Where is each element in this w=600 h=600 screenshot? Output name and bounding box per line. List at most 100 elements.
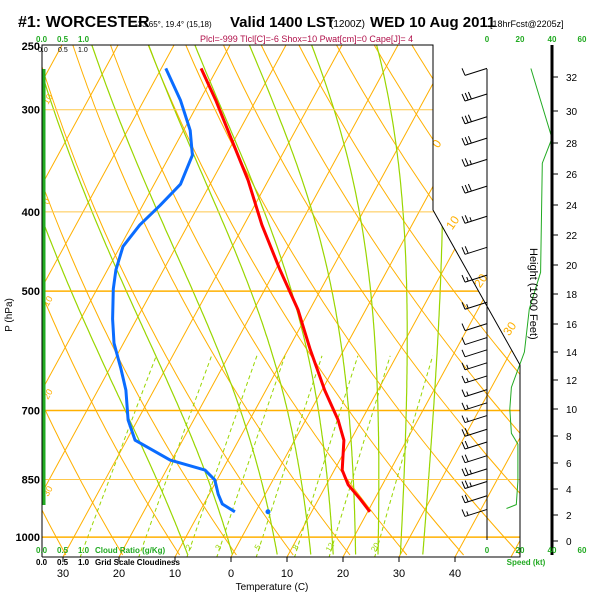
wind-barb bbox=[461, 375, 488, 384]
height-tick-label: 24 bbox=[566, 201, 578, 212]
wind-barb bbox=[461, 274, 488, 283]
plot-frame bbox=[41, 44, 554, 558]
dry-adiabat-line bbox=[185, 45, 520, 556]
height-tick-label: 14 bbox=[566, 348, 578, 359]
dry-adiabat-line bbox=[373, 45, 520, 556]
wind-speed-line bbox=[506, 68, 553, 509]
height-tick-label: 22 bbox=[566, 231, 578, 242]
svg-text:60: 60 bbox=[578, 35, 587, 44]
svg-text:1.0: 1.0 bbox=[78, 546, 90, 555]
temperature-tick-label: 10 bbox=[281, 568, 293, 580]
isotherm-line bbox=[118, 45, 399, 557]
mixing-ratio-label: 8 bbox=[291, 543, 301, 552]
svg-text:0.5: 0.5 bbox=[57, 546, 69, 555]
dry-adiabat-line bbox=[42, 45, 294, 556]
svg-text:1.0: 1.0 bbox=[78, 35, 90, 44]
moist-adiabat-line bbox=[42, 45, 233, 555]
background-grid bbox=[42, 45, 520, 557]
mixing-ratio-line bbox=[186, 355, 258, 557]
mixing-ratio-line bbox=[138, 355, 213, 557]
temperature-tick-label: 20 bbox=[337, 568, 349, 580]
wind-barb bbox=[461, 337, 488, 346]
mixing-ratio-line bbox=[79, 355, 157, 557]
isotherm-label: 20 bbox=[471, 271, 490, 290]
height-tick-label: 16 bbox=[566, 320, 578, 331]
cloud-ratio-label: Cloud Ratio (g/Kg) bbox=[95, 546, 166, 555]
svg-text:0.0: 0.0 bbox=[36, 35, 48, 44]
isotherm-line bbox=[398, 45, 520, 557]
height-tick-label: 20 bbox=[566, 261, 578, 272]
svg-text:20: 20 bbox=[516, 35, 525, 44]
isotherm-label: 10 bbox=[443, 213, 462, 232]
wind-barb bbox=[461, 440, 488, 450]
wind-barb bbox=[461, 158, 488, 167]
y-axis-label: P (hPa) bbox=[4, 298, 15, 332]
svg-text:0.0: 0.0 bbox=[38, 47, 48, 54]
isotherm-line bbox=[342, 45, 520, 557]
isotherm-line bbox=[174, 45, 455, 557]
dry-adiabat-line bbox=[298, 45, 520, 556]
isotherm-line bbox=[510, 45, 520, 557]
height-tick-label: 30 bbox=[566, 107, 578, 118]
wind-barb bbox=[461, 415, 488, 424]
surface-dewpoint-marker bbox=[265, 509, 271, 515]
moist-adiabat-line bbox=[372, 45, 408, 555]
forecast-label: [18hrFcst@2205z] bbox=[490, 19, 564, 29]
grid-cloudiness-label: Grid Scale Cloudiness bbox=[95, 558, 180, 567]
svg-text:0.0: 0.0 bbox=[36, 558, 48, 567]
isotherm-line bbox=[62, 45, 343, 557]
svg-text:20: 20 bbox=[516, 546, 525, 555]
wind-barb bbox=[461, 494, 488, 504]
mixing-ratio-label: 12 bbox=[324, 541, 337, 554]
dry-adiabat-line bbox=[147, 45, 464, 556]
wind-barb bbox=[461, 91, 488, 102]
temperature-line bbox=[199, 67, 372, 513]
height-tick-label: 6 bbox=[566, 459, 572, 470]
mixing-ratio-label: 3 bbox=[213, 543, 223, 552]
cloud-axis-top: 0.0 0.5 1.0 0.0 0.5 1.0 bbox=[36, 35, 90, 54]
height-tick-label: 12 bbox=[566, 376, 578, 387]
wind-barb bbox=[461, 246, 488, 255]
temperature-tick-label: 40 bbox=[449, 568, 461, 580]
cloud-axis-bottom: 0.0 0.5 1.0 Cloud Ratio (g/Kg) 0.0 0.5 1… bbox=[36, 546, 180, 567]
wind-barb bbox=[461, 349, 488, 358]
pressure-tick-label: 250 bbox=[22, 41, 40, 53]
dry-adiabat-line bbox=[260, 45, 520, 556]
dry-adiabat-line bbox=[72, 45, 351, 556]
wind-barb bbox=[461, 402, 488, 411]
mixing-ratio-label: 2 bbox=[184, 543, 194, 552]
dewpoint-line bbox=[111, 67, 236, 514]
dry-adiabat-line bbox=[486, 45, 520, 556]
isotherm-line bbox=[42, 45, 119, 557]
pressure-tick-label: 850 bbox=[22, 474, 40, 486]
svg-text:60: 60 bbox=[578, 546, 587, 555]
profile-traces bbox=[111, 67, 553, 515]
isotherm-label: 0 bbox=[429, 137, 444, 151]
dry-adiabat-line bbox=[223, 45, 520, 556]
wind-barb bbox=[461, 183, 488, 194]
pressure-tick-label: 300 bbox=[22, 105, 40, 117]
moist-adiabat-line bbox=[42, 45, 189, 555]
wind-barb bbox=[461, 135, 488, 146]
utc-time: (1200Z) bbox=[330, 19, 365, 30]
speed-axis-label: Speed (kt) bbox=[507, 558, 546, 567]
mixing-ratio-line bbox=[293, 355, 359, 557]
pressure-tick-label: 400 bbox=[22, 207, 40, 219]
temperature-tick-label: 20 bbox=[113, 568, 125, 580]
mixing-ratio-line bbox=[216, 355, 286, 557]
wind-barb bbox=[461, 301, 488, 310]
wind-barb bbox=[461, 480, 488, 489]
wind-barb bbox=[461, 114, 488, 125]
temperature-tick-label: 0 bbox=[228, 568, 234, 580]
wind-barb bbox=[461, 67, 488, 76]
svg-text:0: 0 bbox=[485, 546, 490, 555]
svg-text:0.5: 0.5 bbox=[57, 35, 69, 44]
height-tick-label: 28 bbox=[566, 139, 578, 150]
temperature-tick-label: 10 bbox=[169, 568, 181, 580]
temperature-tick-label: 30 bbox=[393, 568, 405, 580]
wind-barb bbox=[461, 389, 488, 398]
height-tick-label: 10 bbox=[566, 405, 578, 416]
dry-adiabat-line bbox=[42, 45, 237, 556]
